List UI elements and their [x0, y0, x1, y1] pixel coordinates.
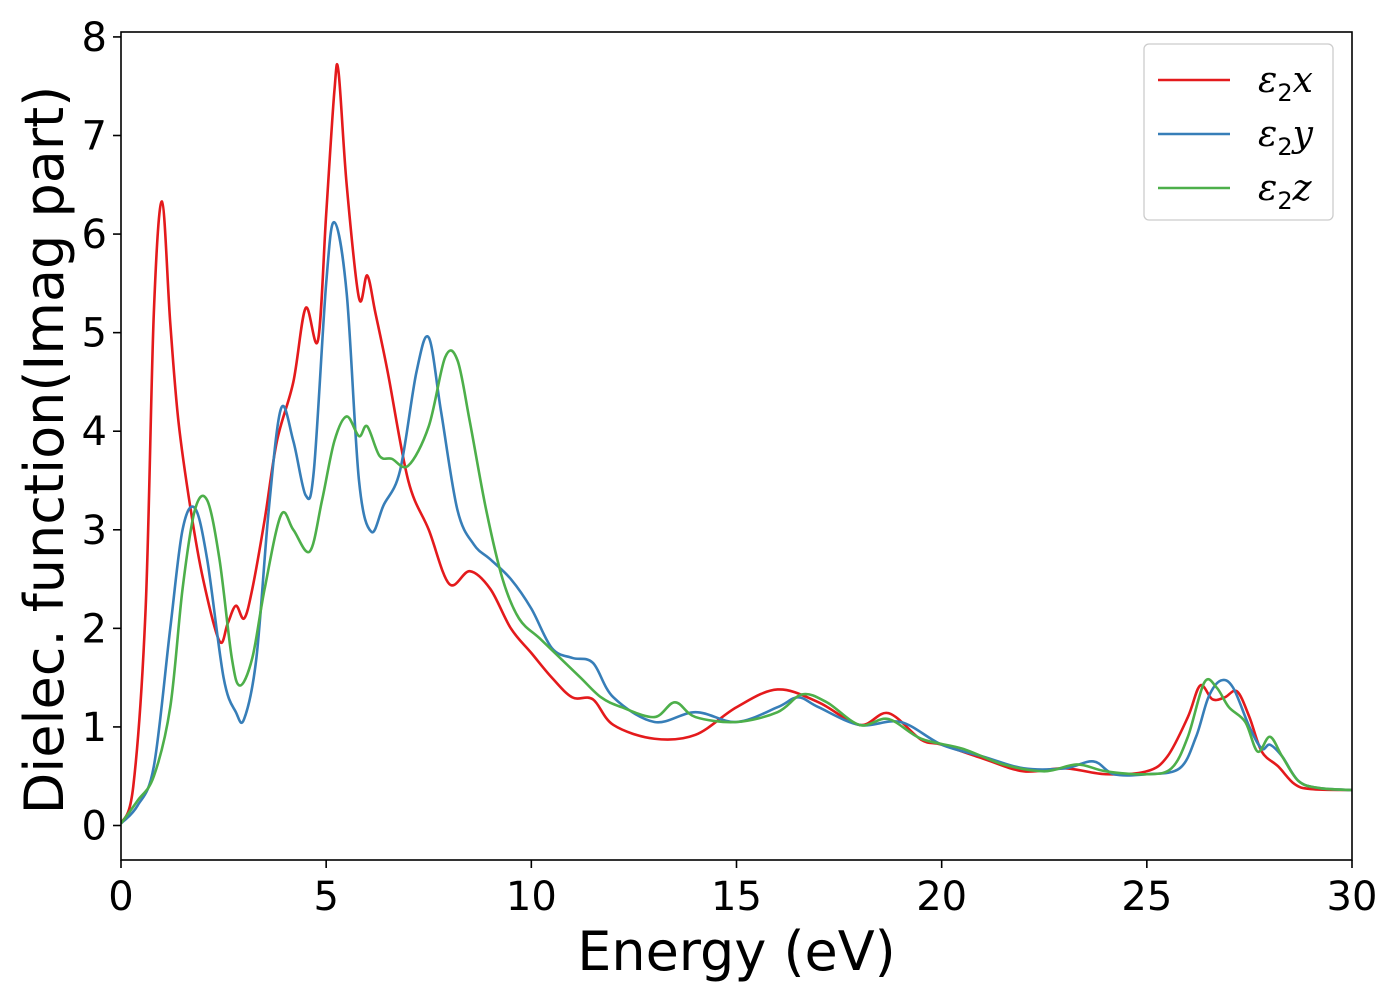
x-axis-ticks: 0 5 10 15 20 25 30 — [108, 860, 1377, 920]
legend-label-x: ε2x — [1258, 60, 1313, 107]
y-tick-label: 8 — [82, 15, 107, 61]
series-line-y — [121, 220, 1352, 825]
x-tick-label: 10 — [506, 874, 557, 920]
x-tick-label: 20 — [916, 874, 967, 920]
x-tick-label: 15 — [711, 874, 762, 920]
y-tick-label: 0 — [82, 804, 107, 850]
x-tick-label: 5 — [313, 874, 338, 920]
series-line-x — [121, 63, 1352, 825]
y-axis-ticks: 0 1 2 3 4 5 6 7 8 — [82, 15, 121, 850]
x-tick-label: 0 — [108, 874, 133, 920]
series-layer — [121, 63, 1352, 825]
y-tick-label: 7 — [82, 114, 107, 160]
legend: ε2x ε2y ε2z — [1143, 43, 1334, 221]
x-axis-title: Energy (eV) — [577, 920, 896, 983]
x-tick-label: 25 — [1121, 874, 1172, 920]
y-tick-label: 5 — [82, 311, 107, 357]
y-tick-label: 1 — [82, 705, 107, 751]
legend-box — [1143, 43, 1334, 221]
legend-label-z: ε2z — [1258, 168, 1313, 215]
y-tick-label: 2 — [82, 606, 107, 652]
y-tick-label: 3 — [82, 508, 107, 554]
legend-label-y: ε2y — [1258, 114, 1314, 161]
y-tick-label: 4 — [82, 409, 107, 455]
y-axis-title: Dielec. function(Imag part) — [13, 86, 76, 815]
y-tick-label: 6 — [82, 212, 107, 258]
x-tick-label: 30 — [1327, 874, 1378, 920]
series-line-z — [121, 349, 1352, 825]
